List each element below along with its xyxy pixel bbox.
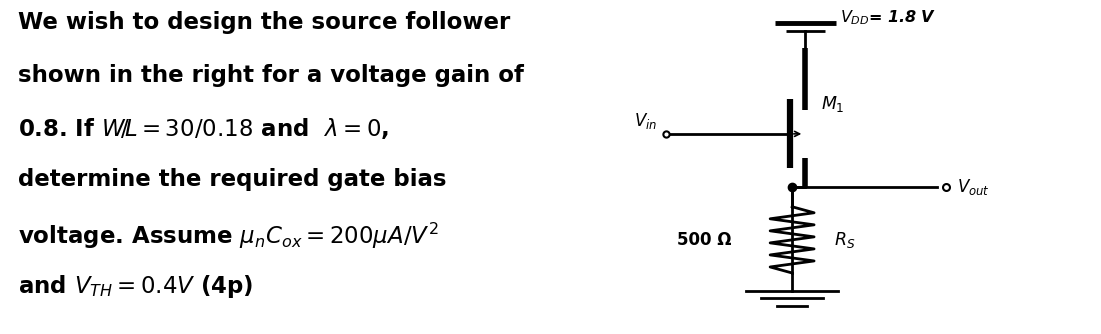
Text: shown in the right for a voltage gain of: shown in the right for a voltage gain of bbox=[18, 64, 524, 87]
Text: 0.8. If $W\!/\!L = 30/0.18$ and  $\lambda = 0$,: 0.8. If $W\!/\!L = 30/0.18$ and $\lambda… bbox=[18, 116, 389, 141]
Text: $M_1$: $M_1$ bbox=[820, 94, 844, 114]
Text: determine the required gate bias: determine the required gate bias bbox=[18, 168, 446, 191]
Text: and $V_{TH} = 0.4V$ (4p): and $V_{TH} = 0.4V$ (4p) bbox=[18, 273, 253, 300]
Text: $R_S$: $R_S$ bbox=[833, 230, 855, 250]
Text: 500 Ω: 500 Ω bbox=[677, 231, 732, 249]
Text: voltage. Assume $\mu_n C_{ox} = 200\mu A/V^2$: voltage. Assume $\mu_n C_{ox} = 200\mu A… bbox=[18, 221, 438, 251]
Text: We wish to design the source follower: We wish to design the source follower bbox=[18, 11, 510, 34]
Text: $V_{out}$: $V_{out}$ bbox=[957, 177, 990, 197]
Text: $V_{DD}$= 1.8 V: $V_{DD}$= 1.8 V bbox=[840, 9, 937, 27]
Text: $V_{in}$: $V_{in}$ bbox=[634, 111, 657, 131]
